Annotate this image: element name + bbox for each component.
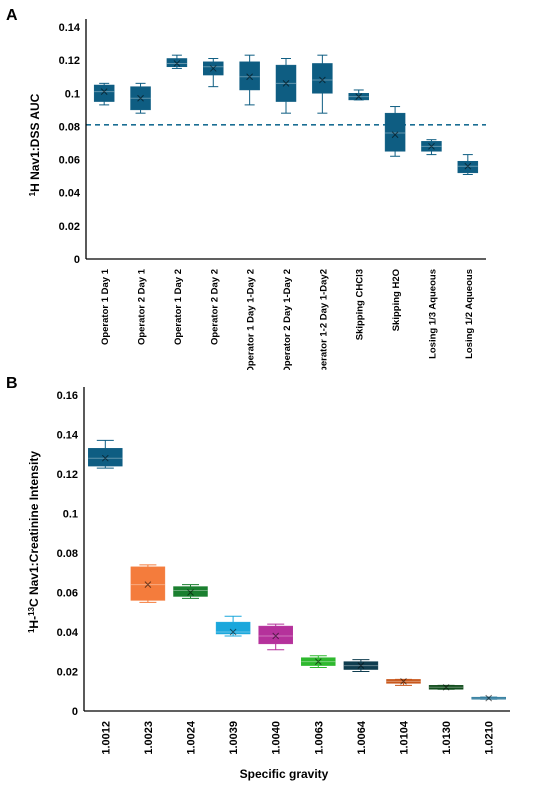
box-6 bbox=[301, 655, 336, 669]
x-category-label: Skipping H2O bbox=[391, 269, 402, 331]
box-iqr bbox=[457, 160, 479, 174]
box-8 bbox=[348, 89, 369, 101]
mean-marker bbox=[391, 131, 399, 139]
box-iqr bbox=[215, 621, 251, 635]
box-8 bbox=[386, 678, 421, 686]
y-tick-label: 0.1 bbox=[65, 88, 80, 100]
mean-marker bbox=[173, 60, 181, 67]
y-tick-label: 0.14 bbox=[57, 430, 79, 442]
panel-letter-b: B bbox=[6, 375, 18, 392]
y-tick-label: 0.02 bbox=[57, 667, 78, 679]
y-tick-label: 0.04 bbox=[59, 188, 81, 200]
mean-marker bbox=[314, 658, 322, 665]
mean-marker bbox=[272, 632, 280, 640]
box-4 bbox=[203, 57, 224, 88]
mean-marker bbox=[187, 589, 194, 596]
box-2 bbox=[130, 82, 151, 114]
y-tick-label: 0 bbox=[72, 706, 78, 718]
y-tick-label: 0.1 bbox=[63, 509, 78, 521]
box-iqr bbox=[384, 112, 406, 152]
box-iqr bbox=[312, 63, 333, 94]
x-category-label: 1.0012 bbox=[100, 721, 112, 755]
y-tick-label: 0.12 bbox=[57, 469, 78, 481]
box-11 bbox=[457, 154, 479, 175]
mean-marker bbox=[485, 694, 493, 702]
box-9 bbox=[428, 683, 464, 691]
mean-marker bbox=[282, 79, 290, 87]
box-iqr bbox=[173, 586, 208, 597]
x-category-label: 1.0210 bbox=[484, 721, 496, 755]
box-7 bbox=[343, 659, 379, 672]
mean-marker bbox=[442, 683, 450, 691]
box-10 bbox=[471, 694, 506, 702]
y-tick-label: 0.16 bbox=[57, 390, 78, 402]
chart-b: B 1H-13C Nav1:Creatinine Intensity Speci… bbox=[6, 375, 510, 781]
box-iqr bbox=[239, 61, 260, 91]
y-tick-label: 0.12 bbox=[59, 55, 80, 67]
mean-marker bbox=[144, 581, 152, 588]
x-category-label: 1.0040 bbox=[271, 721, 283, 755]
box-5 bbox=[258, 623, 293, 651]
box-iqr bbox=[130, 566, 166, 601]
chart-a: A 1H Nav1:DSS AUC 0 0.02 0.04 0.06 0.08 0.1 0.… bbox=[6, 7, 486, 370]
x-category-label: 1.0130 bbox=[441, 721, 453, 755]
mean-marker bbox=[319, 76, 326, 84]
x-category-label: 1.0039 bbox=[228, 721, 240, 755]
y-axis-label-a: 1H Nav1:DSS AUC bbox=[28, 93, 43, 196]
x-category-label: 1.0104 bbox=[399, 720, 411, 755]
box-iqr bbox=[258, 625, 293, 645]
x-category-label: 1.0063 bbox=[313, 721, 325, 755]
x-category-label: Operator 1 Day 1-Day 2 bbox=[246, 269, 257, 370]
y-tick-label: 0.02 bbox=[59, 221, 80, 233]
box-10 bbox=[421, 139, 442, 156]
y-tick-label: 0.08 bbox=[57, 548, 78, 560]
mean-marker bbox=[101, 454, 109, 462]
mean-marker bbox=[464, 162, 472, 170]
y-tick-label: 0.14 bbox=[59, 22, 81, 34]
mean-marker bbox=[400, 678, 407, 685]
x-category-label: Skipping CHCl3 bbox=[355, 269, 366, 340]
box-4 bbox=[215, 615, 251, 637]
box-5 bbox=[239, 54, 260, 106]
y-tick-label: 0.08 bbox=[59, 121, 80, 133]
x-category-label: Losing 1/3 Aqueous bbox=[427, 269, 438, 359]
x-category-label: Operator 2 Day 2 bbox=[209, 269, 220, 345]
y-tick-label: 0.06 bbox=[57, 588, 78, 600]
x-category-label: Operator 1-2 Day 1-Day2 bbox=[318, 269, 329, 370]
x-category-label: Losing 1/2 Aqueous bbox=[464, 269, 475, 359]
box-2 bbox=[130, 564, 166, 603]
y-tick-label: 0.06 bbox=[59, 155, 80, 167]
mean-marker bbox=[246, 73, 253, 81]
mean-marker bbox=[355, 93, 363, 100]
x-category-label: Operator 2 Day 1-Day 2 bbox=[282, 269, 293, 370]
box-3 bbox=[173, 584, 208, 599]
mean-marker bbox=[137, 94, 144, 102]
x-axis-label-b: Specific gravity bbox=[240, 767, 329, 781]
x-category-label: Operator 2 Day 1 bbox=[137, 268, 148, 345]
x-category-label: 1.0024 bbox=[186, 720, 198, 755]
mean-marker bbox=[100, 88, 108, 95]
y-tick-label: 0.04 bbox=[57, 627, 79, 639]
box-3 bbox=[166, 54, 188, 69]
x-category-label: 1.0023 bbox=[143, 721, 155, 755]
x-category-label: 1.0064 bbox=[356, 720, 368, 755]
box-6 bbox=[275, 57, 297, 114]
x-category-label: Operator 1 Day 1 bbox=[100, 268, 111, 345]
x-category-label: Operator 1 Day 2 bbox=[173, 269, 184, 345]
box-iqr bbox=[93, 84, 115, 102]
panel-letter-a: A bbox=[6, 7, 18, 24]
mean-marker bbox=[229, 628, 237, 636]
box-7 bbox=[312, 54, 333, 114]
mean-marker bbox=[209, 65, 217, 72]
y-tick-label: 0 bbox=[74, 254, 80, 266]
mean-marker bbox=[428, 142, 435, 150]
y-axis-label-b: 1H-13C Nav1:Creatinine Intensity bbox=[27, 451, 42, 633]
box-iqr bbox=[88, 448, 123, 467]
mean-marker bbox=[357, 662, 365, 669]
box-iqr bbox=[166, 58, 188, 68]
box-1 bbox=[93, 82, 115, 106]
box-9 bbox=[384, 106, 406, 157]
box-1 bbox=[88, 439, 123, 469]
